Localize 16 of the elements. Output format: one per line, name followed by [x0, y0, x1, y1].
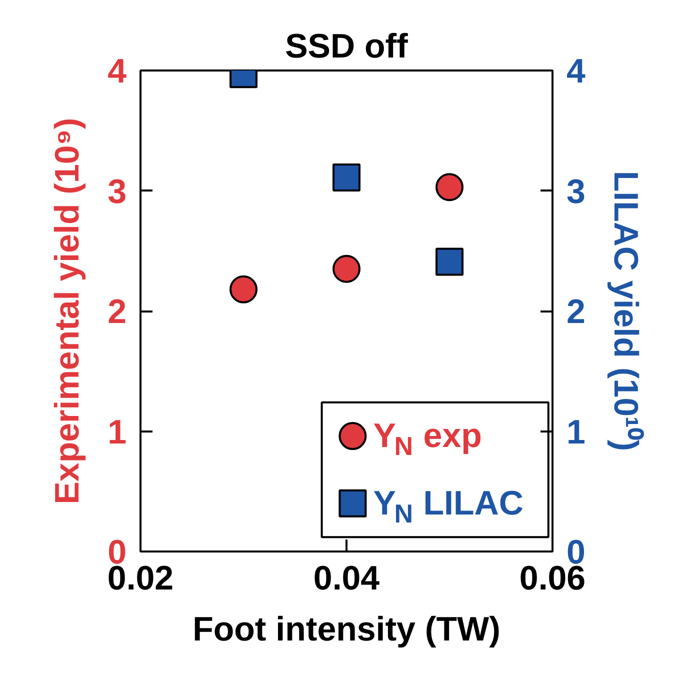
y2-axis-title: LILAC yield (10¹⁰) [606, 170, 644, 452]
point [436, 173, 464, 202]
point [332, 254, 360, 283]
y-tick-label: 1 [108, 413, 127, 452]
y-tick-label: 3 [108, 172, 127, 211]
y-tick-label: 4 [108, 52, 127, 90]
y2-tick-label: 1 [566, 413, 586, 452]
x-tick-label: 0.04 [313, 560, 380, 598]
y-tick-label: 2 [108, 293, 127, 331]
y2-tick-label: 4 [566, 52, 586, 90]
y-axis-title: Experimental yield (10⁹) [48, 118, 87, 504]
y2-tick-label: 2 [566, 293, 586, 331]
y2-tick-label: 3 [566, 172, 586, 211]
chart-title: SSD off [285, 28, 409, 66]
point [230, 275, 258, 304]
x-axis-title: Foot intensity (TW) [192, 610, 500, 648]
